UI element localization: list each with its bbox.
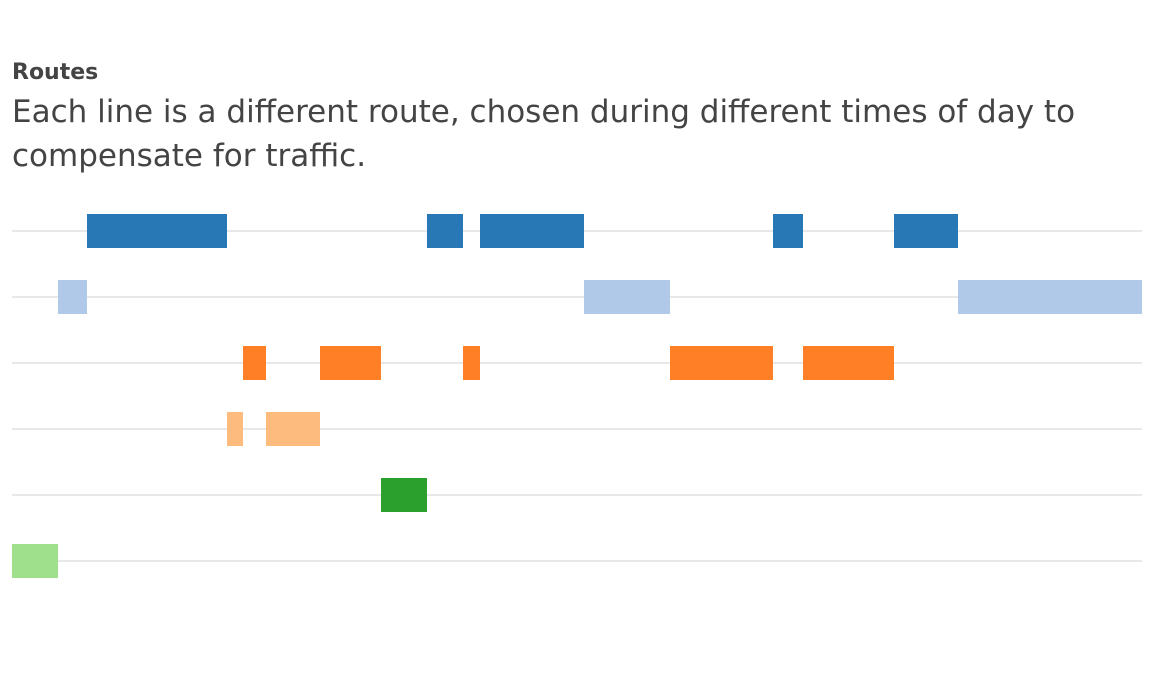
route-segment-bar[interactable] — [584, 280, 670, 314]
route-segment-bar[interactable] — [427, 214, 463, 248]
route-segment-bar[interactable] — [243, 346, 266, 380]
route-segment-bar[interactable] — [12, 544, 58, 578]
route-segment-bar[interactable] — [894, 214, 958, 248]
route-segment-bar[interactable] — [87, 214, 227, 248]
route-segment-bar[interactable] — [266, 412, 320, 446]
route-segment-bar[interactable] — [480, 214, 584, 248]
route-segment-bar[interactable] — [803, 346, 894, 380]
route-segment-bar[interactable] — [58, 280, 87, 314]
chart-title: Routes — [12, 60, 99, 85]
route-segment-bar[interactable] — [227, 412, 243, 446]
route-segment-bar[interactable] — [381, 478, 427, 512]
route-segment-bar[interactable] — [773, 214, 803, 248]
route-segment-bar[interactable] — [320, 346, 381, 380]
route-segment-bar[interactable] — [958, 280, 1142, 314]
bar-layer — [12, 214, 1142, 578]
route-segment-bar[interactable] — [463, 346, 480, 380]
route-segment-bar[interactable] — [670, 346, 773, 380]
chart-subtitle: Each line is a different route, chosen d… — [12, 94, 1076, 174]
chart-header: Routes Each line is a different route, c… — [12, 56, 1112, 178]
